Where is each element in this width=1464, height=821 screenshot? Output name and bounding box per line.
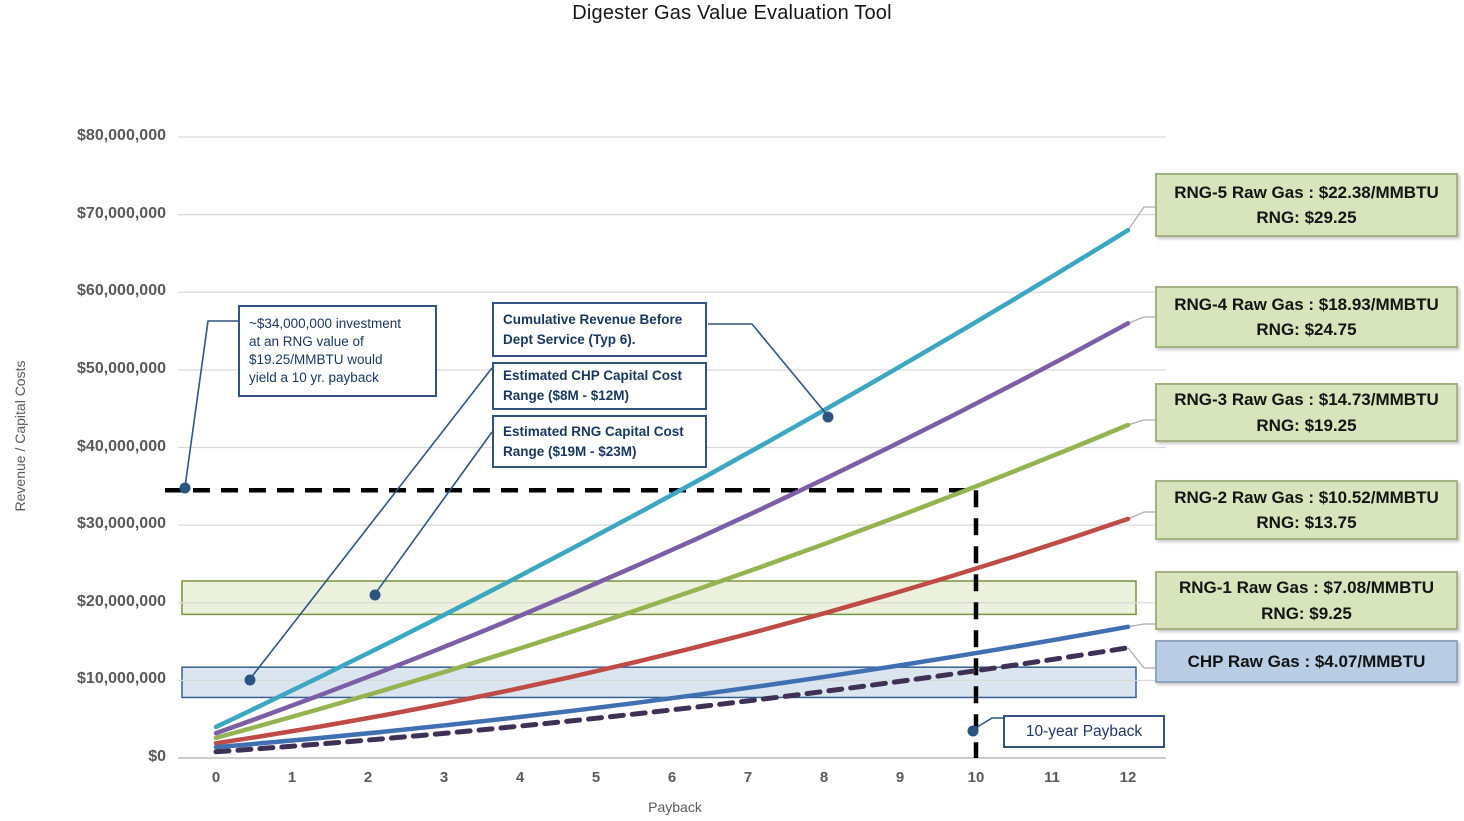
legend-leader-line xyxy=(1127,511,1155,520)
x-tick-label: 1 xyxy=(287,769,297,786)
ten-year-payback-callout[interactable]: 10-year Payback xyxy=(1003,715,1165,748)
callout-anchor-dot xyxy=(967,725,979,737)
series-rng-4-line xyxy=(213,321,1131,736)
ten-year-payback-callout-text: 10-year Payback xyxy=(1025,722,1143,740)
legend-box-line2: RNG: $29.25 xyxy=(1256,208,1357,227)
cumulative-revenue-callout-text: Cumulative Revenue Before Dept Service (… xyxy=(503,311,683,347)
legend-box-line1: RNG-2 Raw Gas : $10.52/MMBTU xyxy=(1174,487,1439,507)
x-tick-label: 7 xyxy=(743,769,753,786)
rng-capital-cost-callout[interactable]: Estimated RNG Capital Cost Range ($19M -… xyxy=(492,415,707,468)
legend-leader-line xyxy=(1127,623,1155,628)
investment-callout-connector xyxy=(184,320,238,488)
legend-box-line1: RNG-5 Raw Gas : $22.38/MMBTU xyxy=(1174,182,1439,202)
legend-box-line2: RNG: $13.75 xyxy=(1256,513,1357,532)
series-chp-line xyxy=(213,645,1131,755)
legend-box-line1: RNG-3 Raw Gas : $14.73/MMBTU xyxy=(1174,390,1439,409)
rng-capital-cost-callout-text: Estimated RNG Capital Cost Range ($19M -… xyxy=(503,423,684,459)
legend-box-line1: RNG-1 Raw Gas : $7.08/MMBTU xyxy=(1178,578,1435,597)
x-tick-label: 3 xyxy=(439,769,449,786)
y-tick-label: $0 xyxy=(148,748,166,765)
series-rng-2-line xyxy=(213,516,1131,746)
x-tick-label: 5 xyxy=(591,769,601,786)
series-rng-3-line xyxy=(213,422,1131,741)
legend-box-rng-3[interactable]: RNG-3 Raw Gas : $14.73/MMBTU RNG: $19.25 xyxy=(1155,383,1458,442)
legend-leader-line xyxy=(1127,316,1155,324)
y-axis-title: Revenue / Capital Costs xyxy=(12,360,28,512)
legend-box-rng-4[interactable]: RNG-4 Raw Gas : $18.93/MMBTU RNG: $24.75 xyxy=(1155,286,1458,348)
legend-leader-line xyxy=(1127,419,1155,426)
investment-callout-text: ~$34,000,000 investment at an RNG value … xyxy=(249,315,401,386)
legend-box-rng-2[interactable]: RNG-2 Raw Gas : $10.52/MMBTU RNG: $13.75 xyxy=(1155,480,1458,540)
rng-capital-callout-connector xyxy=(374,431,493,595)
legend-box-rng-1[interactable]: RNG-1 Raw Gas : $7.08/MMBTU RNG: $9.25 xyxy=(1155,571,1458,630)
chart-title: Digester Gas Value Evaluation Tool xyxy=(572,2,892,24)
ten-year-payback-callout-connector xyxy=(973,717,1003,730)
investment-callout[interactable]: ~$34,000,000 investment at an RNG value … xyxy=(238,305,437,397)
rng-capital-cost-range-band xyxy=(181,580,1137,616)
legend-box-chp[interactable]: CHP Raw Gas : $4.07/MMBTU xyxy=(1155,640,1458,683)
x-tick-label: 12 xyxy=(1119,769,1137,786)
y-tick-label: $80,000,000 xyxy=(77,127,166,144)
y-tick-label: $50,000,000 xyxy=(77,359,166,377)
y-tick-label: $70,000,000 xyxy=(77,204,166,222)
legend-leader-line xyxy=(1127,647,1155,669)
y-tick-label: $60,000,000 xyxy=(77,282,166,300)
chp-capital-callout-connector xyxy=(249,367,493,680)
x-tick-label: 6 xyxy=(667,769,677,786)
chp-capital-cost-callout[interactable]: Estimated CHP Capital Cost Range ($8M - … xyxy=(492,362,707,410)
x-tick-label: 2 xyxy=(363,769,373,786)
x-tick-label: 8 xyxy=(819,769,829,786)
y-tick-label: $30,000,000 xyxy=(77,515,166,533)
legend-box-rng-5[interactable]: RNG-5 Raw Gas : $22.38/MMBTU RNG: $29.25 xyxy=(1155,173,1458,237)
x-tick-label: 9 xyxy=(895,769,905,786)
legend-box-line2: RNG: $24.75 xyxy=(1256,320,1357,339)
callout-anchor-dot xyxy=(179,482,191,494)
y-tick-label: $20,000,000 xyxy=(77,592,166,610)
cumulative-revenue-callout[interactable]: Cumulative Revenue Before Dept Service (… xyxy=(492,302,707,357)
y-tick-label: $10,000,000 xyxy=(77,670,166,688)
callout-anchor-dot xyxy=(369,589,381,601)
legend-box-line1: CHP Raw Gas : $4.07/MMBTU xyxy=(1187,651,1426,671)
callout-anchor-dot xyxy=(244,674,256,686)
x-axis-title: Payback xyxy=(648,799,702,815)
legend-leader-line xyxy=(1127,206,1155,231)
x-tick-label: 10 xyxy=(967,769,985,786)
chp-capital-cost-callout-text: Estimated CHP Capital Cost Range ($8M - … xyxy=(503,368,683,403)
x-tick-label: 4 xyxy=(515,769,525,786)
y-tick-label: $40,000,000 xyxy=(77,437,166,455)
series-rng-5-line xyxy=(213,227,1131,730)
x-tick-label: 11 xyxy=(1044,769,1060,786)
cumulative-revenue-callout-connector xyxy=(708,323,829,417)
x-tick-label: 0 xyxy=(211,769,221,786)
callout-anchor-dot xyxy=(822,411,834,423)
legend-box-line2: RNG: $19.25 xyxy=(1256,415,1357,435)
series-rng-1-line xyxy=(213,624,1131,750)
legend-box-line2: RNG: $9.25 xyxy=(1261,603,1352,623)
legend-box-line1: RNG-4 Raw Gas : $18.93/MMBTU xyxy=(1174,294,1439,314)
